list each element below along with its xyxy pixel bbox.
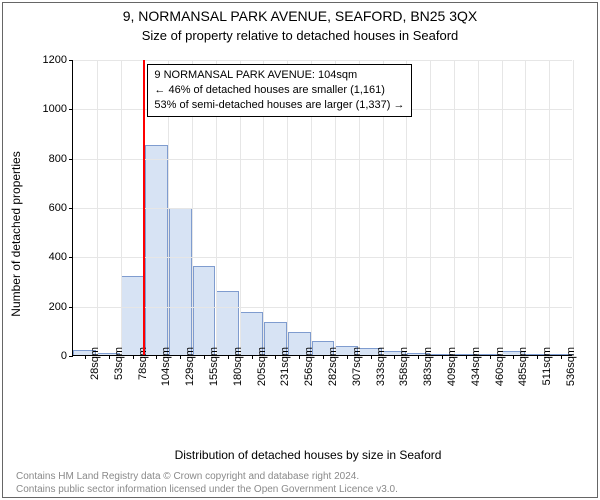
y-tick-mark: [69, 109, 73, 110]
annotation-line: ← 46% of detached houses are smaller (1,…: [154, 83, 404, 98]
annotation-line: 53% of semi-detached houses are larger (…: [154, 98, 404, 113]
x-tick-label: 180sqm: [232, 347, 244, 386]
gridline-v: [121, 60, 122, 355]
x-tick-label: 358sqm: [398, 347, 410, 386]
y-tick-label: 1200: [37, 54, 67, 66]
y-tick-label: 600: [37, 202, 67, 214]
histogram-bar: [145, 145, 168, 355]
gridline-v: [525, 60, 526, 355]
x-tick-label: 333sqm: [375, 347, 387, 386]
footer-line-1: Contains HM Land Registry data © Crown c…: [16, 471, 398, 484]
reference-line: [143, 60, 145, 355]
x-tick-label: 129sqm: [184, 347, 196, 386]
x-tick-mark: [347, 355, 348, 359]
x-tick-label: 409sqm: [446, 347, 458, 386]
x-tick-label: 307sqm: [351, 347, 363, 386]
y-tick-mark: [69, 208, 73, 209]
x-axis-label: Distribution of detached houses by size …: [175, 448, 442, 462]
x-tick-label: 104sqm: [160, 347, 172, 386]
histogram-bar: [216, 291, 239, 355]
x-tick-mark: [394, 355, 395, 359]
y-tick-label: 1000: [37, 103, 67, 115]
y-tick-mark: [69, 356, 73, 357]
attribution-footer: Contains HM Land Registry data © Crown c…: [16, 471, 398, 496]
x-tick-mark: [466, 355, 467, 359]
x-tick-mark: [133, 355, 134, 359]
x-tick-mark: [275, 355, 276, 359]
x-tick-mark: [156, 355, 157, 359]
gridline-v: [97, 60, 98, 355]
y-tick-label: 200: [37, 301, 67, 313]
gridline-h: [73, 60, 572, 61]
annotation-box: 9 NORMANSAL PARK AVENUE: 104sqm← 46% of …: [147, 64, 411, 117]
gridline-v: [430, 60, 431, 355]
x-tick-mark: [85, 355, 86, 359]
gridline-v: [573, 60, 574, 355]
x-tick-label: 53sqm: [113, 347, 125, 380]
histogram-bar: [193, 266, 216, 355]
x-tick-mark: [323, 355, 324, 359]
footer-line-2: Contains public sector information licen…: [16, 484, 398, 497]
x-tick-label: 28sqm: [89, 347, 101, 380]
y-tick-label: 400: [37, 251, 67, 263]
x-tick-label: 383sqm: [422, 347, 434, 386]
x-tick-mark: [371, 355, 372, 359]
x-tick-label: 485sqm: [517, 347, 529, 386]
histogram-bar: [121, 276, 144, 355]
x-tick-mark: [490, 355, 491, 359]
y-tick-mark: [69, 307, 73, 308]
x-tick-mark: [561, 355, 562, 359]
x-tick-label: 460sqm: [494, 347, 506, 386]
x-tick-mark: [299, 355, 300, 359]
x-tick-label: 205sqm: [256, 347, 268, 386]
y-axis-label: Number of detached properties: [9, 151, 23, 316]
x-tick-label: 536sqm: [565, 347, 577, 386]
y-tick-mark: [69, 159, 73, 160]
x-tick-mark: [442, 355, 443, 359]
gridline-h: [73, 208, 572, 209]
x-tick-label: 256sqm: [303, 347, 315, 386]
gridline-h: [73, 159, 572, 160]
x-tick-mark: [513, 355, 514, 359]
histogram-bar: [169, 208, 192, 355]
y-tick-mark: [69, 257, 73, 258]
x-tick-mark: [228, 355, 229, 359]
gridline-v: [502, 60, 503, 355]
x-tick-label: 155sqm: [208, 347, 220, 386]
x-tick-label: 511sqm: [541, 347, 553, 385]
y-tick-label: 800: [37, 153, 67, 165]
x-tick-label: 282sqm: [327, 347, 339, 386]
gridline-h: [73, 257, 572, 258]
gridline-v: [454, 60, 455, 355]
x-tick-label: 231sqm: [279, 347, 291, 386]
chart-container: 9, NORMANSAL PARK AVENUE, SEAFORD, BN25 …: [0, 0, 600, 500]
x-tick-label: 434sqm: [470, 347, 482, 386]
gridline-h: [73, 307, 572, 308]
x-tick-mark: [252, 355, 253, 359]
x-tick-mark: [537, 355, 538, 359]
x-tick-mark: [204, 355, 205, 359]
x-tick-mark: [418, 355, 419, 359]
annotation-line: 9 NORMANSAL PARK AVENUE: 104sqm: [154, 68, 404, 83]
gridline-v: [478, 60, 479, 355]
x-tick-mark: [180, 355, 181, 359]
y-tick-mark: [69, 60, 73, 61]
gridline-v: [549, 60, 550, 355]
x-tick-mark: [109, 355, 110, 359]
y-tick-label: 0: [37, 350, 67, 362]
